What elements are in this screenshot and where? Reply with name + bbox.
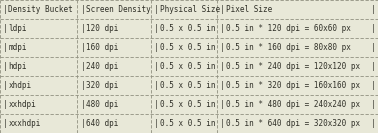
Text: |: | xyxy=(154,119,159,128)
Text: 0.5 in * 240 dpi = 120x120 px: 0.5 in * 240 dpi = 120x120 px xyxy=(226,62,360,71)
Text: 120 dpi: 120 dpi xyxy=(86,24,118,33)
Text: Screen Density: Screen Density xyxy=(86,5,150,14)
Text: |: | xyxy=(81,43,85,52)
Text: 0.5 in * 320 dpi = 160x160 px: 0.5 in * 320 dpi = 160x160 px xyxy=(226,81,360,90)
Text: Pixel Size: Pixel Size xyxy=(226,5,272,14)
Text: |: | xyxy=(220,5,225,14)
Text: 0.5 x 0.5 in: 0.5 x 0.5 in xyxy=(160,43,215,52)
Text: |: | xyxy=(220,62,225,71)
Text: 0.5 in * 480 dpi = 240x240 px: 0.5 in * 480 dpi = 240x240 px xyxy=(226,100,360,109)
Text: ldpi: ldpi xyxy=(8,24,27,33)
Text: 160 dpi: 160 dpi xyxy=(86,43,118,52)
Text: |: | xyxy=(372,24,376,33)
Text: |: | xyxy=(154,24,159,33)
Text: xxhdpi: xxhdpi xyxy=(8,100,36,109)
Text: 0.5 x 0.5 in: 0.5 x 0.5 in xyxy=(160,24,215,33)
Text: |: | xyxy=(372,43,376,52)
Text: xxxhdpi: xxxhdpi xyxy=(8,119,41,128)
Text: 240 dpi: 240 dpi xyxy=(86,62,118,71)
Text: |: | xyxy=(3,100,8,109)
Text: |: | xyxy=(220,24,225,33)
Text: mdpi: mdpi xyxy=(8,43,27,52)
Text: |: | xyxy=(3,5,8,14)
Text: |: | xyxy=(3,81,8,90)
Text: |: | xyxy=(81,100,85,109)
Text: 480 dpi: 480 dpi xyxy=(86,100,118,109)
Text: 0.5 in * 640 dpi = 320x320 px: 0.5 in * 640 dpi = 320x320 px xyxy=(226,119,360,128)
Text: |: | xyxy=(220,119,225,128)
Text: 0.5 x 0.5 in: 0.5 x 0.5 in xyxy=(160,62,215,71)
Text: 0.5 x 0.5 in: 0.5 x 0.5 in xyxy=(160,100,215,109)
Text: 640 dpi: 640 dpi xyxy=(86,119,118,128)
Text: |: | xyxy=(3,24,8,33)
Text: |: | xyxy=(81,5,85,14)
Text: |: | xyxy=(81,81,85,90)
Text: |: | xyxy=(154,43,159,52)
Text: |: | xyxy=(220,100,225,109)
Text: hdpi: hdpi xyxy=(8,62,27,71)
Text: |: | xyxy=(372,81,376,90)
Text: 0.5 in * 120 dpi = 60x60 px: 0.5 in * 120 dpi = 60x60 px xyxy=(226,24,350,33)
Text: 0.5 x 0.5 in: 0.5 x 0.5 in xyxy=(160,81,215,90)
Text: |: | xyxy=(372,119,376,128)
Text: |: | xyxy=(154,5,159,14)
Text: |: | xyxy=(220,43,225,52)
Text: |: | xyxy=(220,81,225,90)
Text: |: | xyxy=(81,62,85,71)
Text: |: | xyxy=(3,119,8,128)
Text: 0.5 x 0.5 in: 0.5 x 0.5 in xyxy=(160,119,215,128)
Text: |: | xyxy=(3,62,8,71)
Text: |: | xyxy=(81,24,85,33)
Text: Density Bucket: Density Bucket xyxy=(8,5,73,14)
Text: 0.5 in * 160 dpi = 80x80 px: 0.5 in * 160 dpi = 80x80 px xyxy=(226,43,350,52)
Text: |: | xyxy=(372,62,376,71)
Text: |: | xyxy=(81,119,85,128)
Text: |: | xyxy=(372,100,376,109)
Text: |: | xyxy=(154,62,159,71)
Text: 320 dpi: 320 dpi xyxy=(86,81,118,90)
Text: xhdpi: xhdpi xyxy=(8,81,31,90)
Text: Physical Size: Physical Size xyxy=(160,5,220,14)
Text: |: | xyxy=(3,43,8,52)
Text: |: | xyxy=(154,100,159,109)
Text: |: | xyxy=(372,5,376,14)
Text: |: | xyxy=(154,81,159,90)
